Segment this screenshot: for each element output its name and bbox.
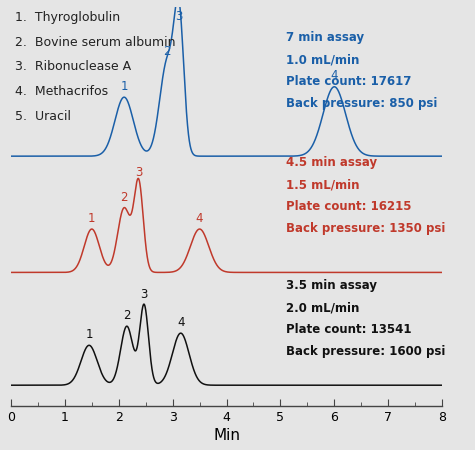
Text: 2: 2 <box>123 309 131 322</box>
Text: 4.  Methacrifos: 4. Methacrifos <box>15 85 108 98</box>
Text: 3: 3 <box>135 166 142 180</box>
Text: 3: 3 <box>175 10 183 23</box>
Text: Back pressure: 1350 psi: Back pressure: 1350 psi <box>286 222 445 235</box>
Text: 1: 1 <box>120 80 128 93</box>
Text: 1: 1 <box>86 328 93 341</box>
Text: Plate count: 17617: Plate count: 17617 <box>286 75 411 88</box>
Text: 3: 3 <box>141 288 148 301</box>
Text: 4: 4 <box>331 69 338 82</box>
Text: 4: 4 <box>177 315 184 328</box>
Text: 2: 2 <box>163 45 171 58</box>
Text: 5.  Uracil: 5. Uracil <box>15 110 71 123</box>
Text: 7 min assay: 7 min assay <box>286 31 364 44</box>
Text: Plate count: 13541: Plate count: 13541 <box>286 323 411 336</box>
Text: 2.  Bovine serum albumin: 2. Bovine serum albumin <box>15 36 176 49</box>
Text: 3.5 min assay: 3.5 min assay <box>286 279 377 292</box>
Text: 1.0 mL/min: 1.0 mL/min <box>286 53 359 66</box>
Text: 3.  Ribonuclease A: 3. Ribonuclease A <box>15 60 132 73</box>
Text: 4: 4 <box>196 212 203 225</box>
Text: 2.0 mL/min: 2.0 mL/min <box>286 301 359 314</box>
Text: Back pressure: 850 psi: Back pressure: 850 psi <box>286 97 437 110</box>
Text: 1: 1 <box>88 212 95 225</box>
Text: 1.5 mL/min: 1.5 mL/min <box>286 178 359 191</box>
Text: Plate count: 16215: Plate count: 16215 <box>286 200 411 213</box>
Text: Back pressure: 1600 psi: Back pressure: 1600 psi <box>286 345 445 358</box>
X-axis label: Min: Min <box>213 428 240 443</box>
Text: 1.  Thyroglobulin: 1. Thyroglobulin <box>15 11 120 24</box>
Text: 4.5 min assay: 4.5 min assay <box>286 156 377 169</box>
Text: 2: 2 <box>120 191 128 204</box>
